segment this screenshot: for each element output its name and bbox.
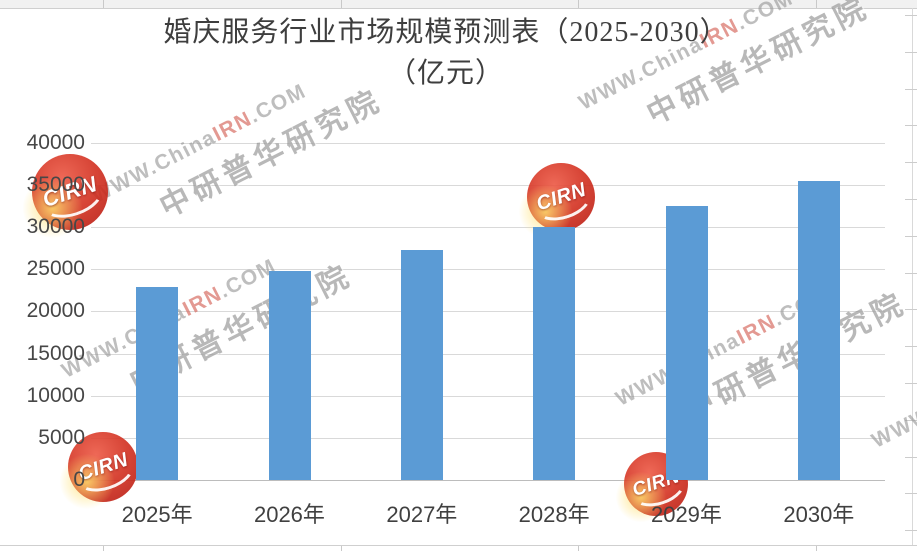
sheet-row-border (905, 199, 917, 200)
bar (268, 270, 311, 480)
y-axis-tick-label: 5000 (38, 425, 85, 449)
sheet-bottom-row-border (0, 545, 917, 546)
sheet-row-border (905, 493, 917, 495)
sheet-row-border (905, 530, 917, 532)
sheet-column-border (816, 546, 817, 551)
chart-title-block: 婚庆服务行业市场规模预测表（2025-2030） （亿元） (0, 12, 892, 94)
chart-title: 婚庆服务行业市场规模预测表（2025-2030） (163, 17, 729, 48)
sheet-column-border (341, 0, 342, 8)
bar (400, 249, 443, 480)
sheet-column-border (103, 546, 104, 551)
x-axis-line (91, 480, 885, 481)
x-axis-tick-label: 2027年 (386, 502, 458, 527)
y-axis-tick-label: 10000 (26, 383, 85, 407)
x-axis-tick-label: 2030年 (783, 502, 855, 527)
sheet-row-border (905, 456, 917, 458)
y-axis-tick-label: 0 (73, 468, 85, 491)
y-axis-tick-label: 25000 (26, 257, 85, 281)
sheet-row-border (905, 125, 917, 127)
sheet-top-row-border (0, 0, 917, 9)
sheet-row-border (905, 15, 917, 16)
sheet-column-border (578, 546, 579, 551)
bar (136, 286, 179, 480)
gridline (91, 269, 885, 271)
watermark-url: WWW.ChinaIRN.COM (868, 370, 917, 453)
y-axis-tick-label: 40000 (26, 130, 85, 154)
sheet-row-border (905, 272, 917, 274)
sheet-column-border (816, 0, 817, 8)
sheet-column-border (103, 0, 104, 8)
watermark-url: WWW.ChinaIRN.COM (612, 282, 834, 410)
sheet-column-border (341, 546, 342, 551)
sheet-row-border (905, 309, 917, 311)
gridline (91, 142, 885, 144)
x-axis-tick-label: 2029年 (650, 502, 722, 527)
gridline (91, 311, 885, 313)
sheet-row-border (905, 346, 917, 348)
y-axis-tick-label: 20000 (26, 299, 85, 323)
bar (533, 227, 576, 480)
sheet-row-border (905, 383, 917, 384)
gridline (91, 227, 885, 228)
y-axis-tick-label: 15000 (26, 341, 85, 365)
sheet-row-border (905, 88, 917, 90)
sheet-row-border (905, 162, 917, 164)
bar (665, 205, 708, 480)
sheet-row-border (905, 235, 917, 237)
chart-subtitle: （亿元） (387, 58, 504, 89)
sheet-row-border (905, 51, 917, 53)
gridline (91, 184, 885, 186)
y-axis-tick-label: 30000 (26, 215, 85, 238)
y-axis-tick-label: 35000 (26, 172, 85, 196)
x-axis-tick-label: 2028年 (518, 502, 590, 527)
sheet-column-border (912, 8, 913, 545)
x-axis-tick-label: 2026年 (253, 502, 325, 527)
sheet-column-border (578, 0, 579, 8)
sheet-row-border (905, 419, 917, 421)
gridline (91, 353, 885, 355)
cirn-logo-watermark: CIRN (518, 163, 595, 238)
watermark-brand: 中研普华研究院 (154, 83, 389, 225)
cirn-logo-text: CIRN (533, 178, 589, 215)
gridline (91, 395, 885, 397)
x-axis-tick-label: 2025年 (121, 502, 193, 527)
gridline (91, 437, 885, 439)
bar (797, 180, 840, 480)
